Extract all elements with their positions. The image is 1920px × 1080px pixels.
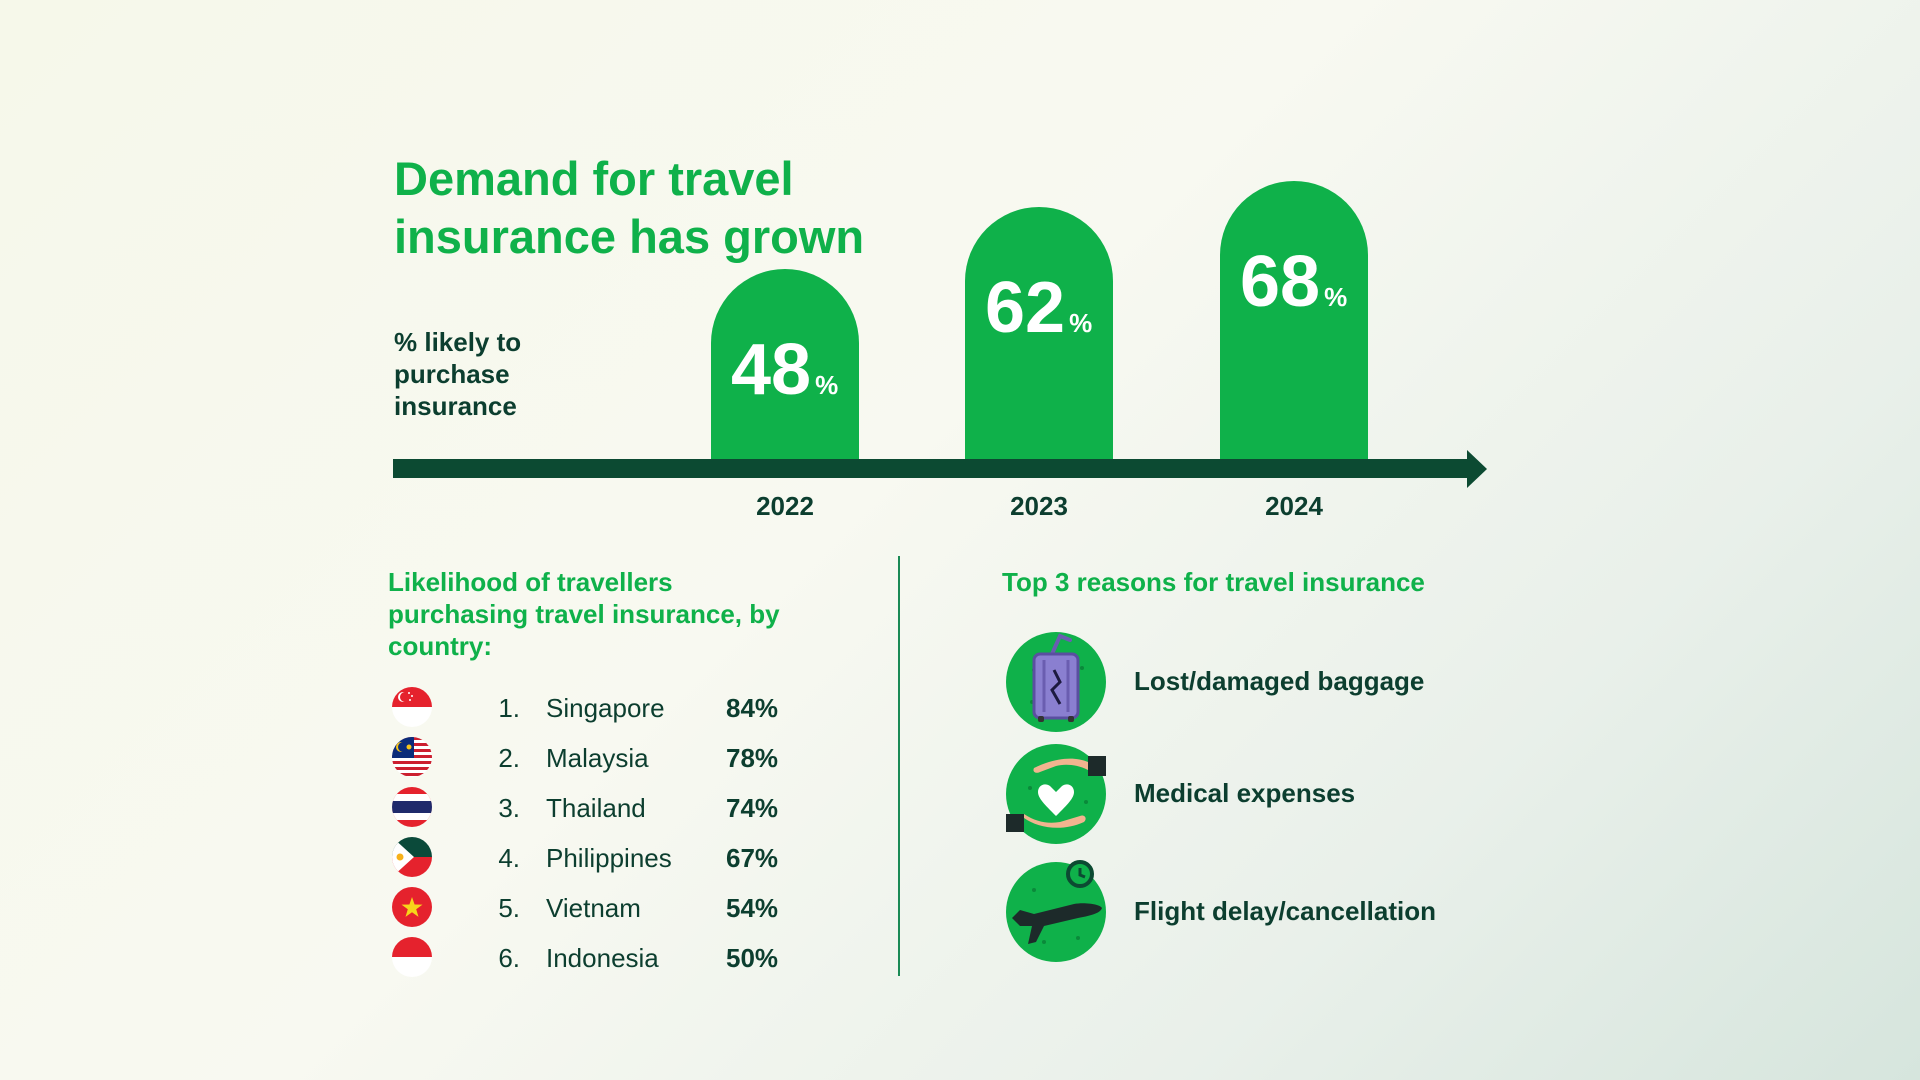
indonesia-flag-icon (392, 937, 432, 977)
timeline-axis (393, 459, 1468, 478)
list-item: 4. Philippines 67% (392, 835, 812, 879)
bar-value-label: 48% (731, 330, 839, 410)
singapore-flag-icon (392, 687, 432, 727)
country-section-title: Likelihood of travellers purchasing trav… (388, 567, 780, 661)
country-name: Indonesia (546, 943, 659, 973)
year-label-2022: 2022 (756, 491, 814, 521)
rank: 4. (498, 843, 520, 873)
arrow-right-icon (1467, 450, 1487, 488)
rank: 2. (498, 743, 520, 773)
rank: 6. (498, 943, 520, 973)
bar-value-label: 68% (1240, 242, 1348, 322)
reason-label: Flight delay/cancellation (1134, 896, 1436, 926)
page-title: Demand for travel insurance has grown (394, 152, 865, 263)
bar-value-label: 62% (985, 268, 1093, 348)
chart-subtitle: % likely to purchase insurance (394, 327, 522, 421)
country-name: Singapore (546, 693, 665, 723)
list-item: 6. Indonesia 50% (392, 935, 812, 979)
list-item: Lost/damaged baggage (1004, 630, 1504, 734)
list-item: 2. Malaysia 78% (392, 735, 812, 779)
country-value: 67% (726, 843, 779, 873)
country-value: 74% (726, 793, 779, 823)
list-item: 5. Vietnam 54% (392, 885, 812, 929)
list-item: 3. Thailand 74% (392, 785, 812, 829)
rank: 1. (498, 693, 520, 723)
reason-label: Medical expenses (1134, 778, 1356, 808)
country-value: 78% (726, 743, 779, 773)
country-name: Thailand (546, 793, 646, 823)
country-value: 54% (726, 893, 779, 923)
vietnam-flag-icon (392, 887, 432, 927)
list-item: 1. Singapore 84% (392, 685, 812, 729)
list-item: Flight delay/cancellation (1004, 860, 1504, 964)
country-value: 50% (726, 943, 779, 973)
year-label-2024: 2024 (1265, 491, 1323, 521)
country-name: Malaysia (546, 743, 649, 773)
country-value: 84% (726, 693, 779, 723)
thailand-flag-icon (392, 787, 432, 827)
malaysia-flag-icon (392, 737, 432, 777)
reasons-section-title: Top 3 reasons for travel insurance (1002, 567, 1425, 597)
rank: 5. (498, 893, 520, 923)
list-item: Medical expenses (1004, 742, 1504, 846)
country-name: Vietnam (546, 893, 641, 923)
rank: 3. (498, 793, 520, 823)
philippines-flag-icon (392, 837, 432, 877)
heart-hands-icon (1004, 742, 1108, 846)
section-divider (898, 556, 900, 976)
reason-label: Lost/damaged baggage (1134, 666, 1425, 696)
baggage-icon (1004, 630, 1108, 734)
bar-2024: 68% (1220, 181, 1368, 459)
airplane-clock-icon (1004, 860, 1108, 964)
bar-2022: 48% (711, 269, 859, 459)
year-label-2023: 2023 (1010, 491, 1068, 521)
bar-2023: 62% (965, 207, 1113, 459)
country-name: Philippines (546, 843, 672, 873)
